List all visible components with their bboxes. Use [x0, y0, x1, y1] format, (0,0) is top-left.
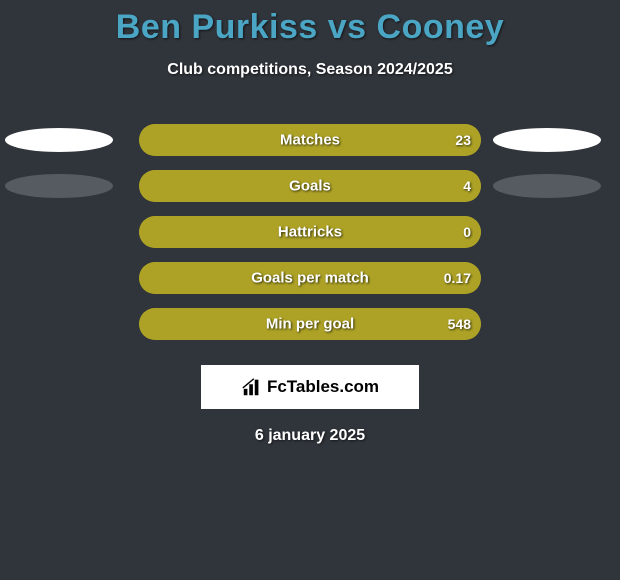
- bar-fill: [139, 170, 481, 202]
- bar-track: Goals4: [139, 170, 481, 202]
- bar-track: Goals per match0.17: [139, 262, 481, 294]
- logo-label: FcTables.com: [267, 377, 379, 397]
- logo-text: FcTables.com: [241, 376, 379, 398]
- stat-row: Min per goal548: [0, 301, 620, 347]
- bar-chart-icon: [241, 376, 263, 398]
- stat-row: Hattricks0: [0, 209, 620, 255]
- right-ellipse: [493, 174, 601, 198]
- bar-track: Matches23: [139, 124, 481, 156]
- right-ellipse: [493, 128, 601, 152]
- comparison-container: Ben Purkiss vs Cooney Club competitions,…: [0, 0, 620, 445]
- bar-fill: [139, 216, 481, 248]
- bar-fill: [139, 262, 481, 294]
- bar-fill: [139, 124, 481, 156]
- stat-row: Goals4: [0, 163, 620, 209]
- subtitle: Club competitions, Season 2024/2025: [0, 61, 620, 79]
- bar-track: Min per goal548: [139, 308, 481, 340]
- stat-row: Matches23: [0, 117, 620, 163]
- bar-track: Hattricks0: [139, 216, 481, 248]
- bar-fill: [139, 308, 481, 340]
- page-title: Ben Purkiss vs Cooney: [0, 8, 620, 47]
- stat-row: Goals per match0.17: [0, 255, 620, 301]
- stat-rows: Matches23 Goals4 Hattricks0 Goals per match…: [0, 117, 620, 347]
- date-label: 6 january 2025: [0, 427, 620, 445]
- left-ellipse: [5, 174, 113, 198]
- logo-box[interactable]: FcTables.com: [201, 365, 419, 409]
- left-ellipse: [5, 128, 113, 152]
